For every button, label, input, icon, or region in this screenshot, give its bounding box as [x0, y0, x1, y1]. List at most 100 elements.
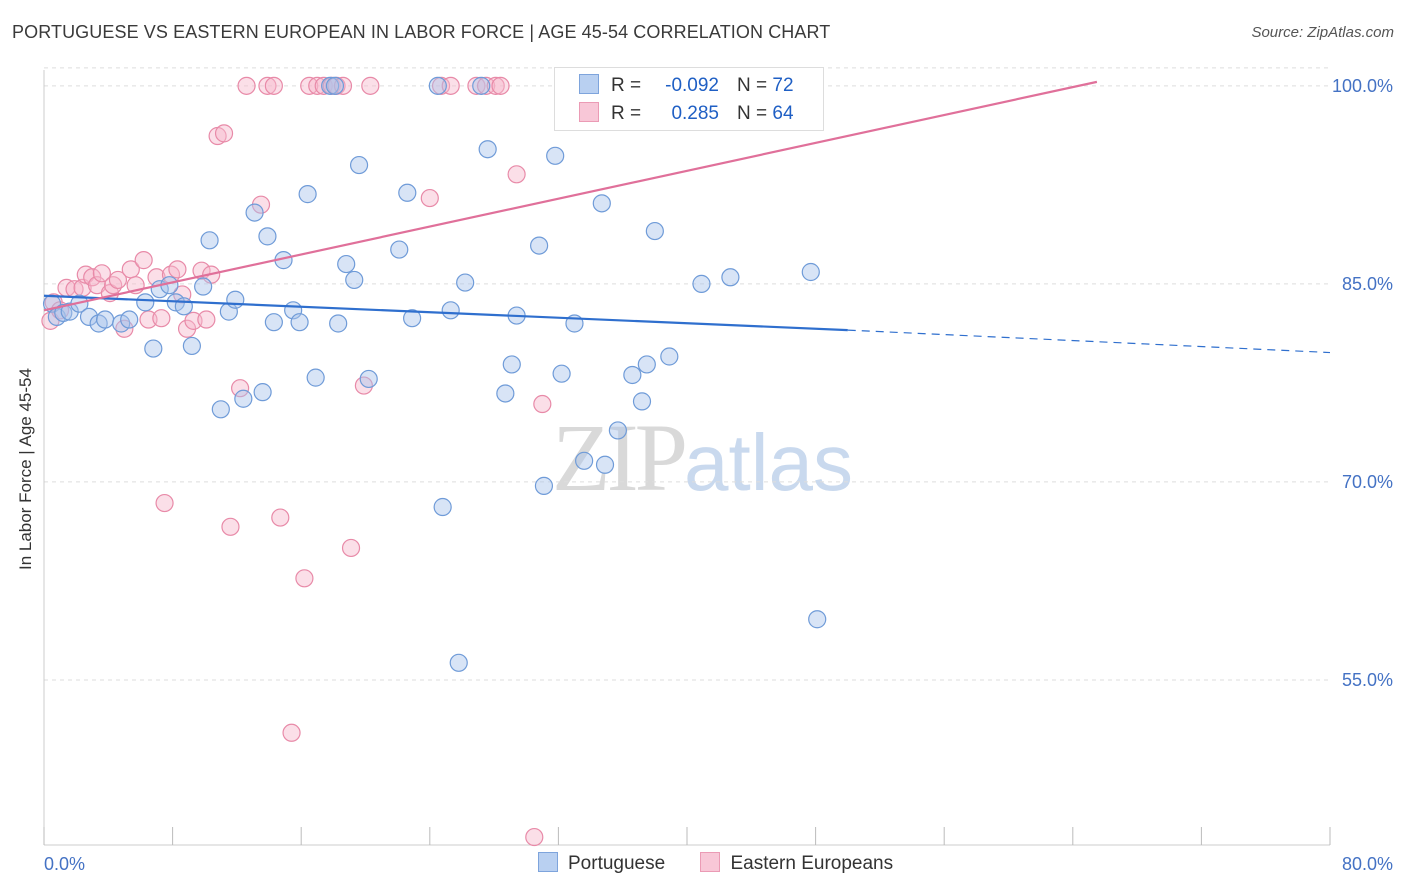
trend-line-portuguese [43, 294, 848, 332]
point-portuguese [595, 455, 615, 474]
point-portuguese [120, 310, 139, 329]
point-eastern [295, 569, 314, 588]
point-portuguese [136, 293, 155, 312]
point-portuguese [345, 270, 364, 290]
point-portuguese [321, 76, 340, 95]
point-portuguese [403, 309, 422, 328]
point-portuguese [226, 290, 245, 309]
point-eastern [491, 76, 510, 95]
series-legend: Portuguese Eastern Europeans [538, 852, 923, 875]
point-eastern [341, 538, 361, 558]
point-eastern [486, 76, 505, 95]
point-eastern [420, 188, 439, 208]
point-portuguese [660, 347, 679, 366]
point-portuguese [721, 268, 740, 287]
point-eastern [197, 310, 216, 329]
legend-r-value: 0.285 [671, 103, 719, 124]
legend-swatch-eastern [579, 102, 599, 122]
point-portuguese [801, 262, 820, 282]
point-eastern [441, 76, 460, 95]
legend-item-portuguese: Portuguese [538, 852, 665, 875]
point-portuguese [592, 194, 611, 213]
y-tick-label: 100.0% [1332, 76, 1393, 96]
point-portuguese [546, 146, 565, 165]
point-portuguese [174, 297, 193, 316]
legend-item-eastern: Eastern Europeans [700, 852, 893, 875]
point-eastern [361, 76, 380, 95]
trend-lines [43, 80, 1331, 354]
point-portuguese [258, 227, 277, 246]
point-eastern [231, 379, 250, 398]
point-portuguese [808, 610, 827, 629]
y-tick-label: 85.0% [1342, 274, 1393, 294]
point-portuguese [637, 355, 656, 374]
point-eastern [134, 251, 153, 270]
point-portuguese [472, 76, 491, 95]
point-portuguese [325, 76, 345, 95]
point-eastern [533, 394, 552, 414]
legend-label-portuguese: Portuguese [568, 853, 666, 874]
point-portuguese [428, 76, 447, 95]
point-eastern [264, 76, 283, 95]
legend-row-eastern: R = 0.285 N = 64 [579, 101, 794, 127]
legend-swatch-portuguese [538, 852, 558, 872]
point-portuguese [478, 140, 497, 159]
legend-r-label: R = [611, 75, 642, 96]
point-portuguese [502, 355, 521, 374]
legend-n-value: 64 [772, 103, 794, 124]
point-eastern [467, 76, 486, 95]
legend-n-label: N = [737, 75, 768, 96]
watermark-atlas: atlas [684, 418, 853, 507]
legend-row-portuguese: R = -0.092 N = 72 [579, 73, 794, 99]
point-portuguese [200, 231, 219, 250]
point-eastern [92, 264, 111, 283]
legend-swatch-portuguese [579, 74, 599, 94]
data-points [41, 76, 827, 847]
point-portuguese [194, 277, 213, 296]
point-portuguese [253, 383, 272, 402]
axes [43, 70, 1331, 846]
point-eastern [214, 124, 234, 143]
stats-legend: R = -0.092 N = 72 R = 0.285 N = 64 [554, 67, 824, 131]
legend-n-label: N = [737, 103, 768, 124]
chart-title: PORTUGUESE VS EASTERN EUROPEAN IN LABOR … [12, 22, 831, 42]
point-portuguese [211, 400, 230, 419]
legend-r-label: R = [611, 103, 642, 124]
x-tick-label: 0.0% [44, 854, 85, 874]
point-portuguese [456, 273, 475, 292]
point-eastern [108, 270, 128, 290]
point-portuguese [359, 369, 378, 389]
point-eastern [155, 493, 174, 513]
legend-r-value: -0.092 [665, 75, 719, 96]
point-eastern [152, 309, 171, 328]
point-portuguese [298, 185, 317, 204]
point-portuguese [552, 364, 571, 383]
point-portuguese [449, 653, 468, 672]
point-portuguese [329, 314, 348, 333]
trend-line-portuguese-dashed [847, 329, 1331, 354]
point-portuguese [306, 368, 325, 387]
point-portuguese [95, 310, 115, 329]
point-eastern [282, 723, 301, 742]
point-portuguese [54, 303, 73, 323]
point-portuguese [349, 155, 369, 175]
trend-line-eastern [43, 80, 1098, 312]
point-portuguese [234, 389, 253, 408]
point-portuguese [496, 384, 515, 403]
legend-label-eastern: Eastern Europeans [730, 853, 894, 874]
legend-n-value: 72 [772, 75, 794, 96]
point-portuguese [645, 221, 664, 241]
point-eastern [476, 76, 496, 95]
point-portuguese [398, 183, 417, 202]
point-portuguese [182, 336, 201, 356]
point-eastern [308, 76, 327, 95]
point-portuguese [245, 203, 264, 222]
point-portuguese [632, 392, 652, 411]
y-tick-label: 55.0% [1342, 670, 1393, 690]
point-eastern [115, 319, 134, 338]
point-eastern [168, 260, 187, 279]
point-portuguese [390, 240, 409, 259]
point-eastern [258, 76, 277, 95]
point-eastern [525, 827, 544, 847]
